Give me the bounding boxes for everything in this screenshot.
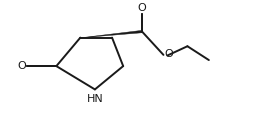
Text: O: O xyxy=(165,49,173,59)
Text: HN: HN xyxy=(87,94,103,104)
Text: O: O xyxy=(17,61,26,71)
Text: O: O xyxy=(138,3,146,13)
Polygon shape xyxy=(80,30,142,38)
